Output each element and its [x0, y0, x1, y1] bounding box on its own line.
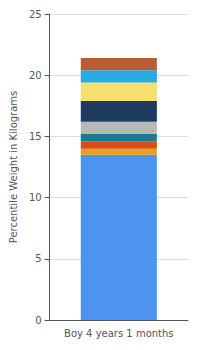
svg-text:0: 0: [35, 315, 41, 326]
svg-text:20: 20: [29, 70, 42, 81]
svg-text:15: 15: [29, 131, 42, 142]
svg-text:Percentile Weight in Kilograms: Percentile Weight in Kilograms: [8, 91, 19, 244]
svg-text:Boy 4 years 1 months: Boy 4 years 1 months: [64, 328, 174, 339]
svg-text:25: 25: [29, 9, 42, 20]
svg-text:5: 5: [35, 253, 41, 264]
svg-text:10: 10: [29, 192, 42, 203]
